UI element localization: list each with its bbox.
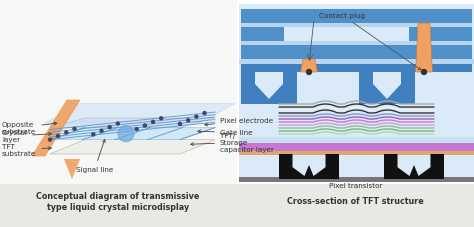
- Text: Pixel electrode: Pixel electrode: [205, 118, 273, 126]
- Circle shape: [421, 70, 427, 75]
- Circle shape: [48, 138, 52, 141]
- Text: Pixel transistor: Pixel transistor: [329, 182, 383, 188]
- Circle shape: [116, 123, 119, 126]
- Circle shape: [65, 131, 68, 134]
- Circle shape: [100, 130, 103, 133]
- FancyBboxPatch shape: [239, 60, 474, 65]
- Text: Gate line: Gate line: [198, 130, 253, 136]
- FancyBboxPatch shape: [239, 143, 474, 151]
- Circle shape: [152, 121, 155, 124]
- Circle shape: [135, 128, 138, 131]
- Circle shape: [307, 70, 311, 75]
- Circle shape: [118, 126, 134, 142]
- FancyBboxPatch shape: [0, 0, 237, 227]
- FancyBboxPatch shape: [241, 28, 472, 42]
- FancyBboxPatch shape: [241, 24, 472, 28]
- Circle shape: [92, 133, 95, 136]
- Circle shape: [73, 128, 76, 131]
- Polygon shape: [50, 128, 215, 140]
- FancyBboxPatch shape: [241, 46, 472, 60]
- FancyBboxPatch shape: [237, 184, 474, 227]
- Text: Opposite
substrate: Opposite substrate: [2, 122, 57, 135]
- Polygon shape: [384, 154, 444, 179]
- Circle shape: [160, 117, 163, 120]
- Circle shape: [108, 126, 111, 129]
- Polygon shape: [301, 60, 318, 73]
- Polygon shape: [279, 154, 339, 179]
- Polygon shape: [359, 65, 415, 105]
- Text: TFT/
Storage
capacitor layer: TFT/ Storage capacitor layer: [191, 132, 274, 152]
- Circle shape: [195, 116, 198, 119]
- Text: Cross-section of TFT structure: Cross-section of TFT structure: [287, 197, 423, 206]
- Polygon shape: [45, 104, 235, 123]
- FancyBboxPatch shape: [237, 0, 474, 227]
- FancyBboxPatch shape: [241, 65, 472, 73]
- Polygon shape: [50, 140, 215, 154]
- Text: Crystal
layer: Crystal layer: [2, 130, 51, 143]
- Polygon shape: [416, 24, 432, 73]
- Polygon shape: [32, 101, 80, 156]
- Circle shape: [57, 135, 60, 138]
- Circle shape: [179, 123, 182, 126]
- Text: Conceptual diagram of transmissive
type liquid crystal microdisplay: Conceptual diagram of transmissive type …: [36, 191, 200, 212]
- FancyBboxPatch shape: [239, 177, 474, 182]
- Circle shape: [203, 112, 206, 115]
- FancyBboxPatch shape: [239, 137, 474, 143]
- FancyBboxPatch shape: [284, 28, 409, 42]
- Polygon shape: [64, 159, 80, 179]
- Text: Signal line: Signal line: [76, 140, 113, 172]
- FancyBboxPatch shape: [241, 10, 472, 24]
- Text: TFT
substrate: TFT substrate: [2, 143, 51, 156]
- Polygon shape: [50, 118, 215, 128]
- Text: Contact plug: Contact plug: [319, 13, 421, 71]
- FancyBboxPatch shape: [239, 151, 474, 155]
- Circle shape: [187, 119, 190, 122]
- FancyBboxPatch shape: [241, 42, 472, 46]
- Polygon shape: [241, 65, 297, 105]
- FancyBboxPatch shape: [0, 184, 237, 227]
- Circle shape: [143, 124, 146, 127]
- FancyBboxPatch shape: [239, 5, 474, 182]
